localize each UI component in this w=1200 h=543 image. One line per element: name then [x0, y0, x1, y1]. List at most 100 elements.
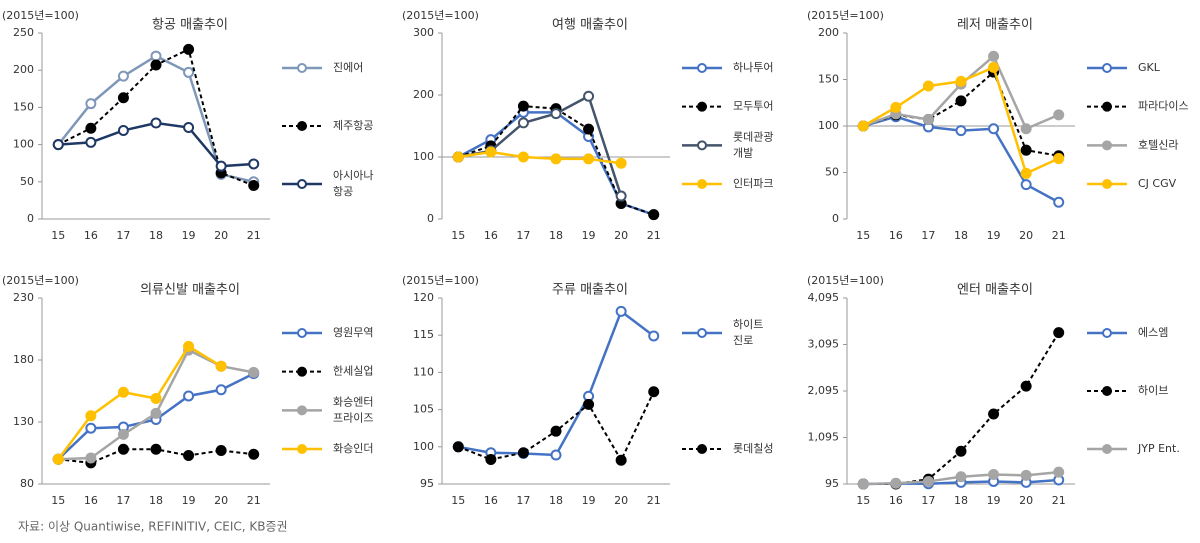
- legend-label: 제주항공: [333, 119, 373, 132]
- data-point: [117, 428, 129, 440]
- x-tick-label: 15: [856, 494, 870, 507]
- legend-label: JYP Ent.: [1137, 442, 1180, 455]
- x-tick-label: 20: [214, 229, 228, 242]
- x-tick-label: 16: [84, 229, 98, 242]
- data-point: [215, 384, 227, 396]
- data-point: [452, 441, 464, 453]
- x-tick-label: 19: [582, 229, 596, 242]
- data-point: [150, 117, 162, 129]
- y-tick-label: 110: [413, 365, 434, 378]
- legend-label: 롯데관광 개발: [733, 130, 773, 159]
- data-point: [485, 146, 497, 158]
- data-point: [150, 407, 162, 419]
- legend-marker: [297, 328, 307, 338]
- legend-marker: [297, 121, 307, 131]
- y-tick-label: 200: [13, 63, 34, 76]
- data-point: [183, 340, 195, 352]
- y-tick-label: 150: [818, 73, 839, 86]
- legend-label: GKL: [1138, 61, 1161, 74]
- data-point: [550, 425, 562, 437]
- data-point: [922, 475, 934, 487]
- data-point: [615, 454, 627, 466]
- data-point: [615, 190, 627, 202]
- series-line: [863, 332, 1060, 485]
- x-tick-label: 20: [1019, 229, 1033, 242]
- legend-label: 인터파크: [733, 177, 773, 190]
- x-tick-label: 19: [182, 494, 196, 507]
- legend-marker: [697, 140, 707, 151]
- data-point: [52, 139, 64, 151]
- data-point: [988, 408, 1000, 420]
- data-point: [988, 61, 1000, 73]
- data-point: [85, 452, 97, 464]
- data-point: [890, 101, 902, 113]
- data-point: [955, 95, 967, 107]
- x-tick-label: 19: [987, 494, 1001, 507]
- legend-marker: [1102, 386, 1112, 396]
- data-point: [183, 390, 195, 402]
- legend-marker: [297, 179, 307, 189]
- y-tick-label: 200: [818, 26, 839, 39]
- legend-marker: [697, 444, 707, 454]
- x-tick-label: 18: [954, 229, 968, 242]
- chart-title: 의류신발 매출추이: [140, 283, 240, 298]
- x-tick-label: 21: [1052, 494, 1066, 507]
- x-tick-label: 15: [51, 494, 65, 507]
- y-tick-label: 120: [413, 291, 434, 304]
- y-tick-label: 50: [20, 175, 34, 188]
- data-point: [150, 392, 162, 404]
- x-tick-label: 20: [1019, 494, 1033, 507]
- data-point: [183, 121, 195, 133]
- data-point: [1053, 327, 1065, 339]
- legend-label: 하이트 진로: [733, 317, 763, 347]
- y-tick-label: 50: [825, 166, 839, 179]
- x-tick-label: 19: [987, 229, 1001, 242]
- y-tick-label: 250: [13, 26, 34, 39]
- x-tick-label: 18: [549, 494, 563, 507]
- y-tick-label: 115: [413, 328, 434, 341]
- y-tick-label: 1,095: [808, 431, 840, 444]
- data-point: [955, 125, 967, 137]
- data-point: [117, 124, 129, 136]
- data-point: [890, 477, 902, 489]
- x-tick-label: 17: [921, 494, 935, 507]
- data-point: [150, 50, 162, 62]
- data-point: [550, 449, 562, 461]
- data-point: [517, 151, 529, 163]
- x-tick-label: 15: [451, 494, 465, 507]
- legend-marker: [297, 444, 307, 454]
- x-tick-label: 17: [921, 229, 935, 242]
- chart-title: 엔터 매출추이: [957, 283, 1033, 298]
- data-point: [248, 158, 260, 170]
- y-tick-label: 230: [13, 291, 34, 304]
- data-point: [85, 122, 97, 134]
- series-line: [57, 344, 222, 460]
- data-point: [615, 157, 627, 169]
- data-point: [117, 70, 129, 82]
- data-point: [85, 136, 97, 148]
- data-point: [1053, 196, 1065, 208]
- data-point: [117, 443, 129, 455]
- legend-label: 영원무역: [333, 326, 373, 339]
- chart-title: 항공 매출추이: [152, 18, 228, 33]
- legend-label: 화승엔터 프라이즈: [333, 395, 373, 424]
- x-tick-label: 15: [51, 229, 65, 242]
- legend-label: 한세실업: [333, 365, 373, 378]
- legend-marker: [1102, 444, 1112, 454]
- legend-marker: [1102, 328, 1112, 338]
- data-point: [248, 448, 260, 460]
- unit-label: (2015년=100): [402, 9, 479, 22]
- data-point: [648, 386, 660, 398]
- data-point: [955, 75, 967, 87]
- x-tick-label: 16: [484, 229, 498, 242]
- data-point: [988, 123, 1000, 135]
- data-point: [955, 471, 967, 483]
- data-point: [583, 398, 595, 410]
- data-point: [85, 410, 97, 422]
- x-tick-label: 16: [889, 229, 903, 242]
- data-point: [215, 445, 227, 457]
- x-tick-label: 17: [516, 229, 530, 242]
- x-tick-label: 15: [856, 229, 870, 242]
- y-tick-label: 2,095: [808, 384, 840, 397]
